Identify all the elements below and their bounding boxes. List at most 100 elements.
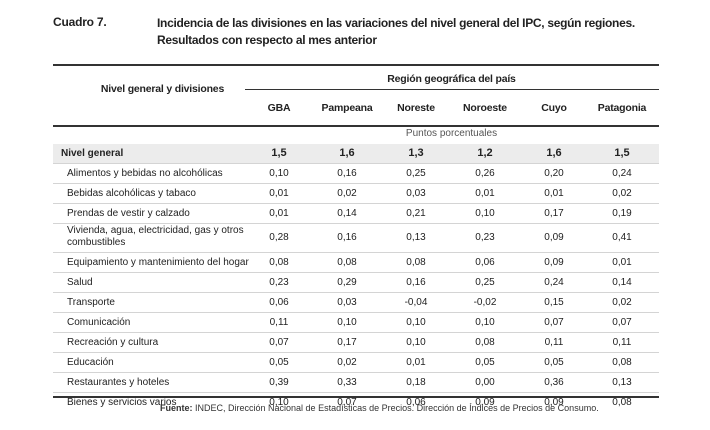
table-row: Prendas de vestir y calzado 0,01 0,14 0,21 0… <box>53 204 659 224</box>
cell-noroeste: -0,02 <box>473 297 497 308</box>
cell-gba: 0,10 <box>269 168 289 179</box>
table-row: Equipamiento y mantenimiento del hogar 0,… <box>53 253 659 273</box>
table-row: Vivienda, agua, electricidad, gas y otro… <box>53 224 659 253</box>
cell-patagonia: 0,24 <box>612 168 632 179</box>
cell-patagonia: 0,19 <box>612 208 632 219</box>
row-label: Salud <box>67 277 93 288</box>
cell-gba: 0,01 <box>269 188 289 199</box>
cell-cuyo: 1,6 <box>546 147 562 159</box>
table-row: Restaurantes y hoteles 0,39 0,33 0,18 0,00 0,… <box>53 373 659 393</box>
table-number: Cuadro 7. <box>53 15 107 29</box>
column-header-pampeana: Pampeana <box>321 102 373 114</box>
cell-patagonia: 0,13 <box>612 377 632 388</box>
cell-noroeste: 0,25 <box>475 277 495 288</box>
cell-noreste: 0,01 <box>406 357 426 368</box>
cell-cuyo: 0,11 <box>544 337 564 348</box>
cell-cuyo: 0,05 <box>544 357 564 368</box>
cell-noreste: 0,21 <box>406 208 426 219</box>
cell-patagonia: 0,08 <box>612 357 632 368</box>
table-row: Salud 0,23 0,29 0,16 0,25 0,24 0,14 <box>53 273 659 293</box>
table-title: Incidencia de las divisiones en las vari… <box>157 15 635 48</box>
total-row: Nivel general 1,5 1,6 1,3 1,2 1,6 1,5 <box>53 144 659 164</box>
cell-cuyo: 0,36 <box>544 377 564 388</box>
cell-cuyo: 0,09 <box>544 232 564 243</box>
stub-header: Nivel general y divisiones <box>100 83 225 95</box>
cell-cuyo: 0,07 <box>544 317 564 328</box>
cell-gba: 0,11 <box>269 317 289 328</box>
row-label: Equipamiento y mantenimiento del hogar <box>67 257 249 268</box>
column-header-gba: GBA <box>267 102 291 114</box>
row-label: Nivel general <box>61 148 124 159</box>
cell-noreste: 0,13 <box>406 232 426 243</box>
cell-noroeste: 1,2 <box>477 147 493 159</box>
cell-gba: 0,06 <box>269 297 289 308</box>
table-row: Educación 0,05 0,02 0,01 0,05 0,05 0,08 <box>53 353 659 373</box>
row-label: Prendas de vestir y calzado <box>67 208 190 219</box>
top-rule <box>53 64 659 66</box>
cell-cuyo: 0,24 <box>544 277 564 288</box>
table-row: Transporte 0,06 0,03 -0,04 -0,02 0,15 0,02 <box>53 293 659 313</box>
cell-gba: 0,07 <box>269 337 289 348</box>
column-header-cuyo: Cuyo <box>541 102 567 114</box>
source-label: Fuente: <box>160 403 193 413</box>
cell-noreste: 0,03 <box>406 188 426 199</box>
column-header-noreste: Noreste <box>397 102 435 114</box>
cell-pampeana: 0,33 <box>337 377 357 388</box>
row-label: Bienes y servicios varios <box>67 397 177 408</box>
cell-gba: 0,28 <box>269 232 289 243</box>
cell-cuyo: 0,01 <box>544 188 564 199</box>
table-title-line-1: Incidencia de las divisiones en las vari… <box>157 16 635 30</box>
cell-cuyo: 0,09 <box>544 397 564 408</box>
cell-cuyo: 0,20 <box>544 168 564 179</box>
cell-pampeana: 0,14 <box>337 208 357 219</box>
cell-noroeste: 0,08 <box>475 337 495 348</box>
cell-pampeana: 0,29 <box>337 277 357 288</box>
units-label: Puntos porcentuales <box>405 128 498 139</box>
cell-noroeste: 0,26 <box>475 168 495 179</box>
table-row: Bebidas alcohólicas y tabaco 0,01 0,02 0,03… <box>53 184 659 204</box>
column-header-patagonia: Patagonia <box>597 102 647 114</box>
table-body: Nivel general 1,5 1,6 1,3 1,2 1,6 1,5 Alimentos… <box>53 144 659 412</box>
cell-noroeste: 0,00 <box>475 377 495 388</box>
cell-noreste: -0,04 <box>404 297 428 308</box>
cell-noroeste: 0,06 <box>475 257 495 268</box>
table-row: Alimentos y bebidas no alcohólicas 0,10 0,… <box>53 164 659 184</box>
cell-pampeana: 0,03 <box>337 297 357 308</box>
cell-patagonia: 0,08 <box>612 397 632 408</box>
cell-gba: 1,5 <box>271 147 287 159</box>
cell-pampeana: 0,16 <box>337 232 357 243</box>
cell-cuyo: 0,17 <box>544 208 564 219</box>
region-group-header: Región geográfica del país <box>387 73 516 85</box>
cell-noroeste: 0,23 <box>475 232 495 243</box>
cell-noreste: 0,18 <box>406 377 426 388</box>
cell-noroeste: 0,10 <box>475 208 495 219</box>
cell-pampeana: 0,07 <box>337 397 357 408</box>
table-row: Recreación y cultura 0,07 0,17 0,10 0,08 0,11… <box>53 333 659 353</box>
cell-patagonia: 0,02 <box>612 297 632 308</box>
cell-gba: 0,23 <box>269 277 289 288</box>
cell-noreste: 0,06 <box>406 397 426 408</box>
cell-pampeana: 0,17 <box>337 337 357 348</box>
cell-gba: 0,10 <box>269 397 289 408</box>
row-label: Restaurantes y hoteles <box>67 377 170 388</box>
cell-gba: 0,08 <box>269 257 289 268</box>
row-label: Bebidas alcohólicas y tabaco <box>67 188 196 199</box>
cell-gba: 0,39 <box>269 377 289 388</box>
cell-noreste: 1,3 <box>408 147 424 159</box>
row-label: Transporte <box>67 297 115 308</box>
cell-patagonia: 0,41 <box>612 232 632 243</box>
row-label: Comunicación <box>67 317 131 328</box>
header-bottom-rule <box>53 125 659 127</box>
row-label: Alimentos y bebidas no alcohólicas <box>67 168 223 179</box>
table-title-line-2: Resultados con respecto al mes anterior <box>157 32 377 47</box>
cell-patagonia: 1,5 <box>614 147 630 159</box>
row-label: Educación <box>67 357 114 368</box>
cell-patagonia: 0,14 <box>612 277 632 288</box>
source-text: INDEC, Dirección Nacional de Estadística… <box>195 403 599 413</box>
cell-pampeana: 0,10 <box>337 317 357 328</box>
cell-noreste: 0,08 <box>406 257 426 268</box>
cell-noreste: 0,10 <box>406 317 426 328</box>
cell-patagonia: 0,07 <box>612 317 632 328</box>
cell-noroeste: 0,05 <box>475 357 495 368</box>
source-note: Fuente: INDEC, Dirección Nacional de Est… <box>160 403 599 413</box>
